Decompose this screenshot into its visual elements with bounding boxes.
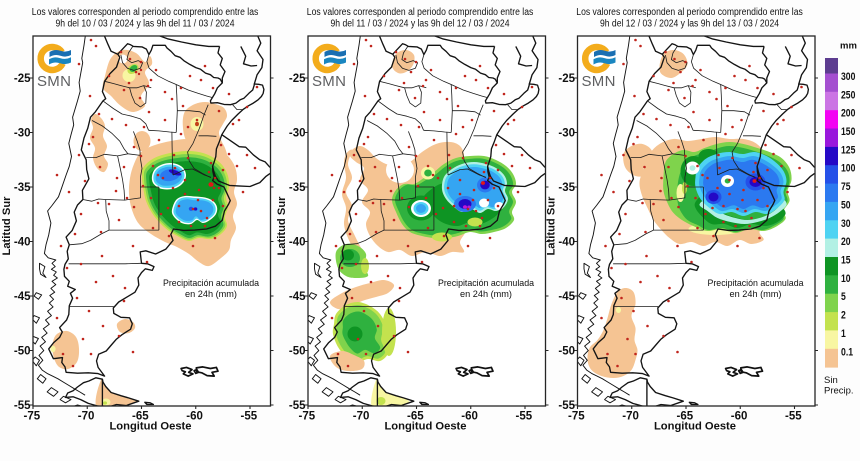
svg-text:Los valores corresponden al pe: Los valores corresponden al periodo comp…: [576, 7, 803, 18]
svg-text:-40: -40: [558, 236, 575, 248]
svg-text:250: 250: [841, 89, 855, 101]
svg-text:-35: -35: [14, 182, 31, 194]
svg-text:-45: -45: [289, 291, 306, 303]
svg-text:Precipitación acumulada: Precipitación acumulada: [708, 278, 805, 288]
svg-text:-35: -35: [558, 182, 575, 194]
svg-text:-65: -65: [676, 411, 693, 423]
svg-text:125: 125: [841, 144, 855, 156]
svg-text:1: 1: [841, 328, 846, 340]
svg-text:2: 2: [841, 310, 846, 322]
svg-text:30: 30: [841, 218, 851, 230]
svg-text:15: 15: [841, 255, 851, 267]
svg-text:-25: -25: [558, 73, 575, 85]
svg-text:300: 300: [841, 71, 855, 83]
svg-text:-55: -55: [14, 400, 31, 412]
svg-text:SMN: SMN: [37, 73, 71, 90]
svg-text:-30: -30: [558, 127, 575, 139]
svg-text:Latitud Sur: Latitud Sur: [276, 196, 288, 256]
svg-text:9h del 11 / 03 / 2024 y las 9: 9h del 11 / 03 / 2024 y las 9h del 12 / …: [331, 18, 510, 29]
svg-text:-40: -40: [289, 236, 306, 248]
svg-text:-50: -50: [289, 345, 306, 357]
svg-text:-30: -30: [14, 127, 31, 139]
svg-text:en 24h (mm): en 24h (mm): [460, 289, 512, 299]
svg-text:-55: -55: [240, 411, 257, 423]
svg-text:-35: -35: [289, 182, 306, 194]
svg-text:-45: -45: [558, 291, 575, 303]
svg-text:-60: -60: [461, 411, 478, 423]
svg-text:Longitud Oeste: Longitud Oeste: [654, 421, 736, 433]
svg-text:75: 75: [841, 181, 851, 193]
svg-text:-75: -75: [298, 411, 315, 423]
svg-text:Precipitación acumulada: Precipitación acumulada: [438, 278, 535, 288]
svg-text:SMN: SMN: [312, 73, 346, 90]
svg-text:-75: -75: [568, 411, 585, 423]
svg-text:Precip.: Precip.: [824, 386, 854, 397]
svg-text:Sin: Sin: [824, 375, 838, 386]
svg-text:-70: -70: [622, 411, 639, 423]
svg-text:20: 20: [841, 236, 851, 248]
svg-text:-55: -55: [785, 411, 802, 423]
svg-text:-70: -70: [78, 411, 95, 423]
svg-text:-55: -55: [289, 400, 306, 412]
svg-text:100: 100: [841, 163, 855, 175]
svg-text:-45: -45: [14, 291, 31, 303]
svg-text:-55: -55: [558, 400, 575, 412]
svg-text:200: 200: [841, 108, 855, 120]
svg-text:Longitud Oeste: Longitud Oeste: [384, 421, 466, 433]
svg-text:9h del 12 / 03 / 2024 y las 9: 9h del 12 / 03 / 2024 y las 9h del 13 / …: [600, 18, 779, 29]
svg-text:mm: mm: [840, 41, 857, 52]
svg-text:-60: -60: [186, 411, 203, 423]
svg-text:-50: -50: [14, 345, 31, 357]
svg-text:10: 10: [841, 273, 851, 285]
svg-text:-65: -65: [407, 411, 424, 423]
svg-text:Precipitación acumulada: Precipitación acumulada: [163, 278, 260, 288]
svg-text:Los valores corresponden al pe: Los valores corresponden al periodo comp…: [307, 7, 534, 18]
svg-text:-70: -70: [353, 411, 370, 423]
svg-text:Latitud Sur: Latitud Sur: [1, 196, 13, 256]
svg-text:en 24h (mm): en 24h (mm): [185, 289, 237, 299]
svg-text:-30: -30: [289, 127, 306, 139]
svg-text:-40: -40: [14, 236, 31, 248]
svg-text:-60: -60: [731, 411, 748, 423]
svg-text:-25: -25: [289, 73, 306, 85]
svg-text:en 24h (mm): en 24h (mm): [730, 289, 782, 299]
svg-text:150: 150: [841, 126, 855, 138]
svg-text:-65: -65: [132, 411, 149, 423]
svg-text:50: 50: [841, 199, 851, 211]
svg-text:-50: -50: [558, 345, 575, 357]
svg-text:Longitud Oeste: Longitud Oeste: [109, 421, 191, 433]
svg-text:-55: -55: [515, 411, 532, 423]
svg-text:-75: -75: [23, 411, 40, 423]
svg-text:SMN: SMN: [582, 73, 616, 90]
svg-text:9h del 10 / 03 / 2024 y las 9: 9h del 10 / 03 / 2024 y las 9h del 11 / …: [56, 18, 235, 29]
svg-text:Los valores corresponden al pe: Los valores corresponden al periodo comp…: [32, 7, 259, 18]
svg-text:0.1: 0.1: [841, 346, 853, 358]
svg-text:Latitud Sur: Latitud Sur: [546, 196, 558, 256]
svg-text:-25: -25: [14, 73, 31, 85]
svg-text:5: 5: [841, 291, 846, 303]
